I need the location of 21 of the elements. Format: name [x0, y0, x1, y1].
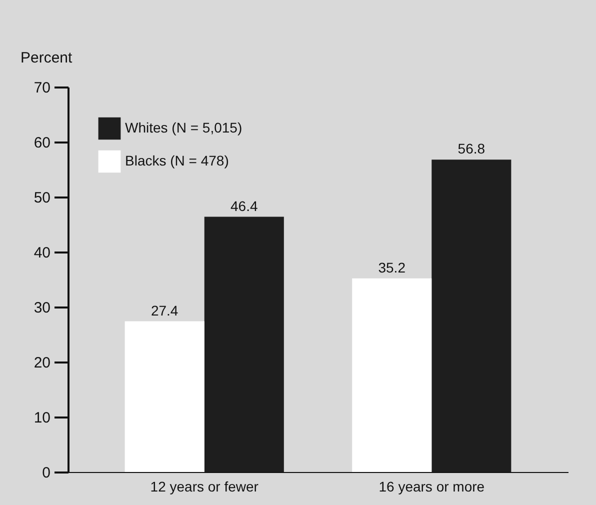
y-tick-label: 20: [34, 354, 50, 372]
y-tick-label: 0: [42, 464, 50, 482]
y-tick-label: 40: [34, 244, 50, 262]
x-tick-label: 12 years or fewer: [150, 478, 259, 494]
data-label: 56.8: [458, 140, 486, 157]
legend-label: Blacks (N = 478): [125, 152, 229, 168]
legend-label: Whites (N = 5,015): [125, 120, 242, 136]
bar: [204, 216, 284, 472]
y-tick-label: 60: [34, 134, 50, 152]
y-tick-label: 50: [34, 190, 50, 206]
x-tick-label: 16 years or more: [378, 478, 485, 494]
y-tick-label: 30: [34, 300, 50, 316]
data-label: 46.4: [230, 198, 258, 214]
data-label: 35.2: [378, 259, 406, 276]
y-tick-label: 70: [34, 80, 50, 96]
data-label: 27.4: [150, 302, 178, 318]
bar: [432, 160, 512, 472]
bar: [352, 278, 432, 472]
y-axis-title: Percent: [20, 50, 74, 66]
bar: [124, 321, 204, 472]
y-tick-label: 10: [34, 410, 50, 426]
